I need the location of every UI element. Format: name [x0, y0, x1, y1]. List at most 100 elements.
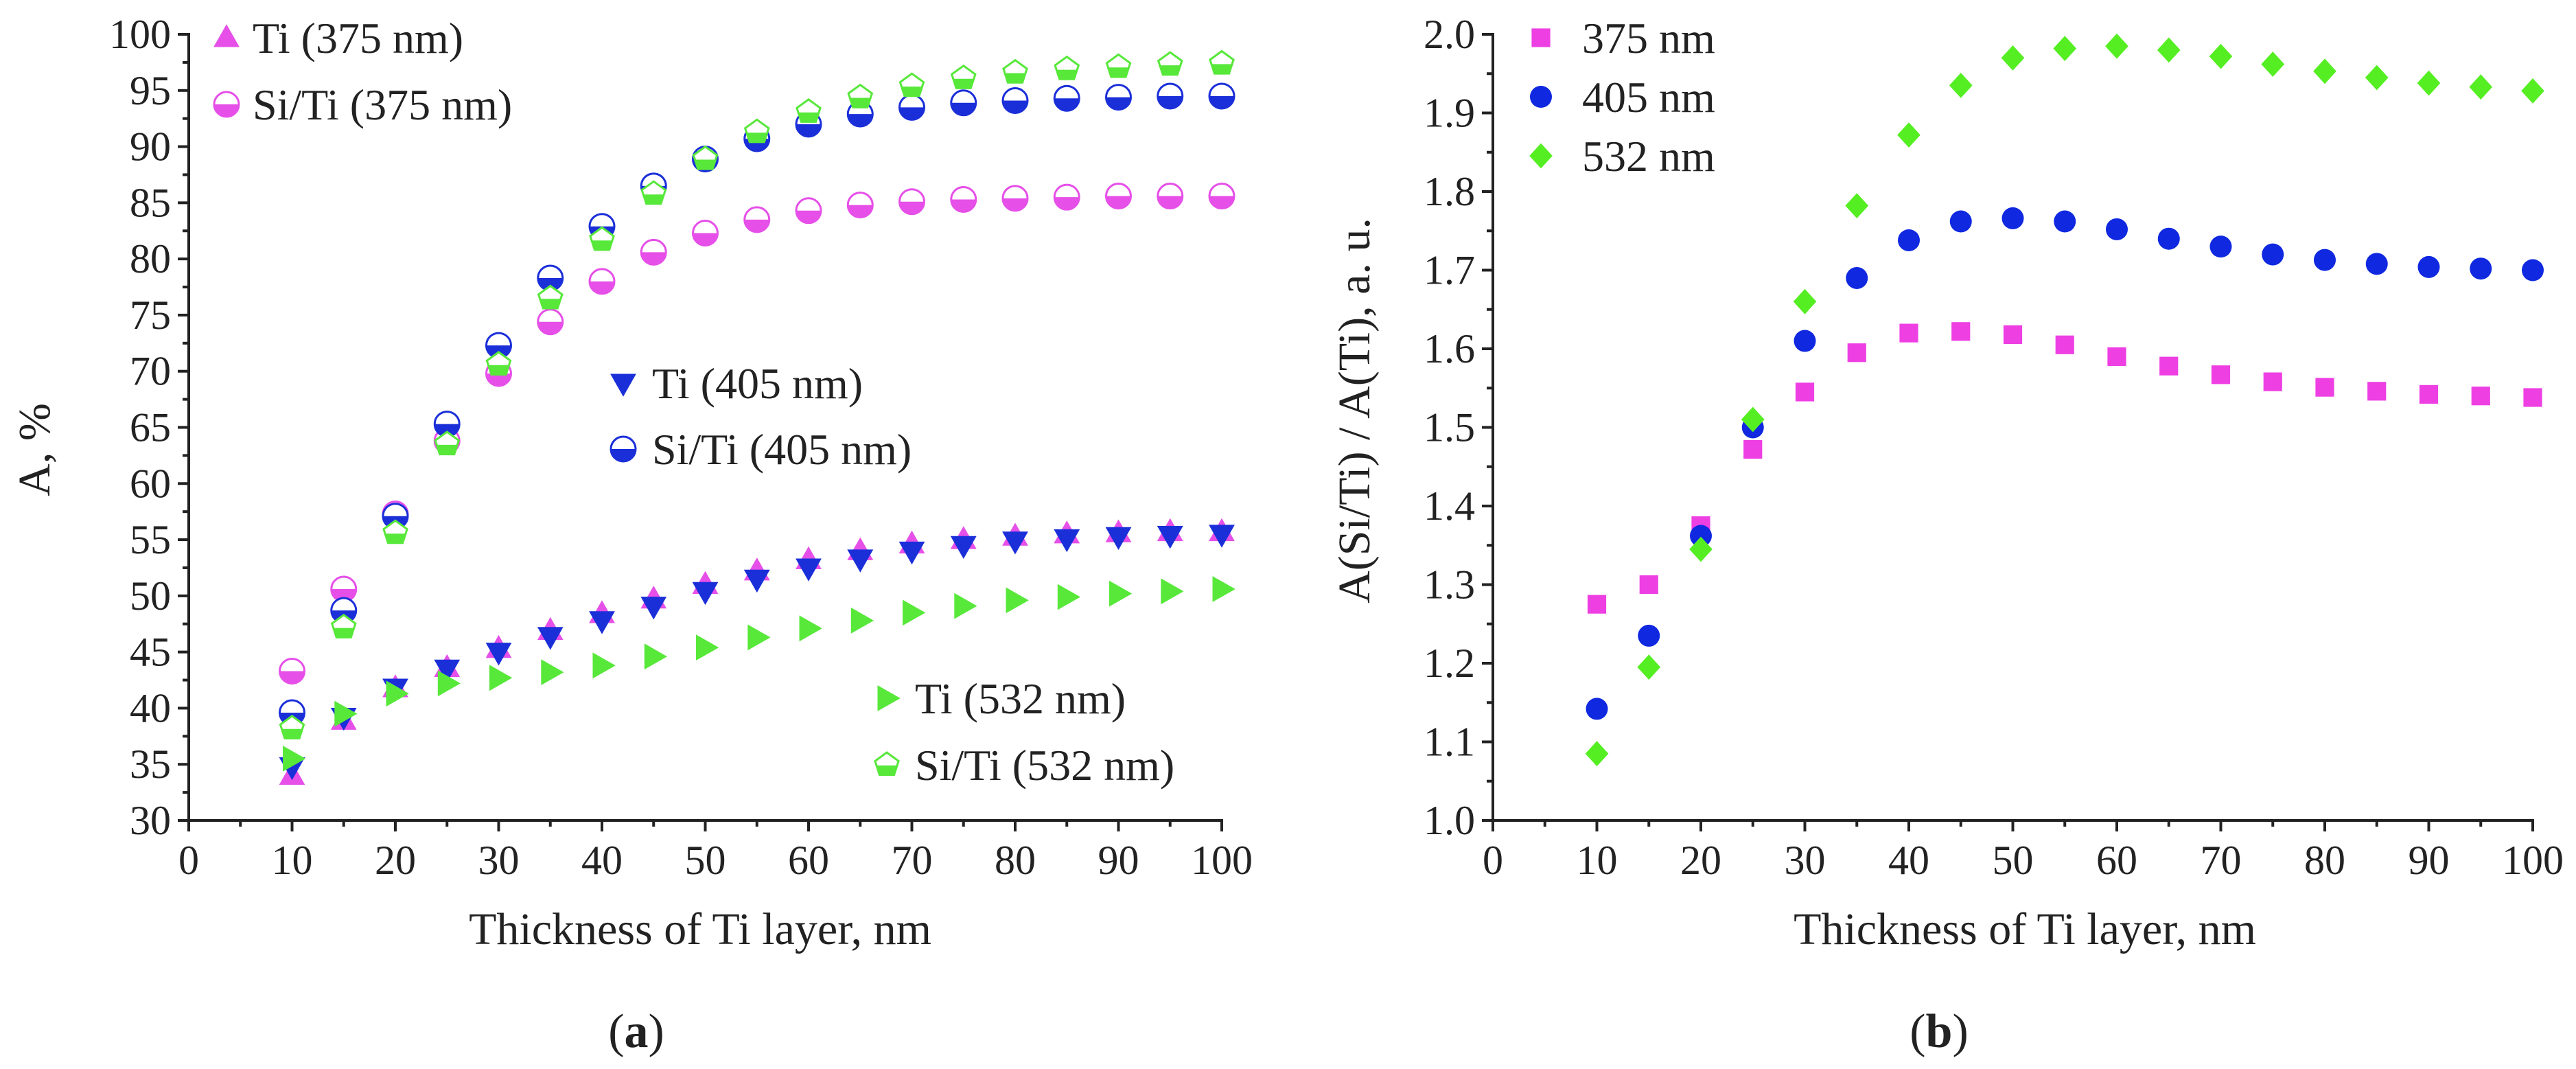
data-point [2261, 51, 2285, 77]
x-tick-label: 40 [1888, 838, 1929, 883]
panel-a-axes: 0 10 20 30 40 50 60 70 80 90 100 30 35 40 45 50 55 60 65 70… [109, 12, 1253, 883]
data-point [537, 308, 564, 336]
data-point [1795, 382, 1815, 402]
data-point [850, 607, 874, 634]
data-point [2469, 74, 2493, 100]
data-point [640, 180, 667, 205]
data-point [1002, 531, 1028, 555]
data-point [2314, 249, 2336, 271]
panel-a-y-axis-title: A, % [10, 403, 60, 496]
data-point [696, 634, 719, 660]
data-point [334, 700, 358, 727]
data-point [692, 220, 719, 247]
data-point [1897, 122, 1921, 148]
data-point [1689, 536, 1713, 562]
data-point [2106, 218, 2128, 240]
data-point [950, 89, 977, 117]
data-point [1161, 578, 1184, 605]
data-point [1845, 193, 1869, 218]
data-point [1057, 584, 1080, 610]
x-tick-label: 30 [478, 838, 520, 883]
data-point [283, 746, 306, 772]
data-point [1157, 82, 1184, 110]
panel-b-marks [1585, 33, 2544, 767]
x-tick-label: 60 [788, 838, 829, 883]
panel-a-legend: Ti (375 nm) Si/Ti (375 nm) Ti (405 nm) Si/T… [213, 14, 1174, 790]
y-tick-label: 50 [130, 573, 171, 619]
legend-label: Si/Ti (405 nm) [652, 425, 912, 474]
data-point [1846, 266, 1868, 289]
x-tick-label: 0 [178, 838, 199, 883]
data-point [1638, 624, 1660, 647]
data-point [2367, 382, 2387, 401]
data-point [1105, 84, 1132, 111]
data-point [437, 670, 461, 697]
panel-b-x-axis-title: Thickness of Ti layer, nm [1794, 904, 2256, 954]
data-point [2263, 372, 2282, 391]
data-point [903, 599, 926, 626]
data-point [589, 611, 615, 634]
data-point [434, 659, 461, 682]
data-point [2417, 70, 2441, 96]
data-point [743, 206, 771, 233]
panel-b-label: (b) [1910, 1005, 1969, 1058]
panel-b-y-axis-title: A(Si/Ti) / A(Ti), a. u. [1330, 218, 1380, 604]
data-point [1157, 526, 1183, 549]
data-point [1690, 525, 1712, 547]
data-point [1209, 525, 1235, 548]
x-tick-label: 40 [581, 838, 623, 883]
data-point [2522, 259, 2544, 281]
data-point [279, 657, 305, 685]
a-series-4 [283, 576, 1235, 772]
y-tick-label: 1.2 [1424, 641, 1475, 686]
y-tick-label: 85 [130, 180, 171, 225]
data-point [1157, 183, 1184, 210]
x-tick-label: 90 [2409, 838, 2450, 883]
data-point [1001, 185, 1029, 212]
x-tick-label: 70 [892, 838, 933, 883]
data-point [2365, 65, 2389, 91]
x-tick-label: 70 [2201, 838, 2242, 883]
legend-marker [213, 91, 240, 118]
panel-a-chart: 0 10 20 30 40 50 60 70 80 90 100 30 35 40 45 50 55 60 65 70… [10, 12, 1253, 1058]
x-tick-label: 30 [1785, 838, 1826, 883]
y-tick-label: 80 [130, 236, 171, 281]
data-point [2521, 78, 2544, 104]
b-series-0 [1587, 322, 2542, 614]
data-point [898, 93, 925, 121]
data-point [589, 226, 615, 251]
y-tick-label: 1.7 [1424, 248, 1475, 293]
y-tick-label: 40 [130, 685, 171, 731]
x-tick-label: 0 [1483, 838, 1503, 883]
x-tick-label: 60 [2096, 838, 2137, 883]
data-point [588, 268, 616, 295]
data-point [1637, 654, 1661, 680]
data-point [954, 593, 977, 619]
data-point [2054, 210, 2076, 233]
x-tick-label: 90 [1098, 838, 1139, 883]
y-tick-label: 2.0 [1424, 12, 1475, 57]
data-point [1208, 82, 1235, 110]
y-tick-label: 1.8 [1424, 169, 1475, 214]
data-point [2209, 43, 2233, 69]
data-point [1105, 183, 1132, 210]
y-tick-label: 90 [130, 124, 171, 170]
data-point [846, 192, 874, 219]
data-point [1157, 51, 1183, 76]
x-tick-label: 50 [685, 838, 726, 883]
data-point [898, 188, 925, 216]
data-point [2365, 253, 2388, 275]
y-tick-label: 30 [130, 798, 171, 843]
panel-a-x-axis-title: Thickness of Ti layer, nm [469, 904, 931, 954]
data-point [541, 659, 564, 685]
y-tick-label: 35 [130, 742, 171, 787]
data-point [747, 624, 771, 651]
data-point [1053, 183, 1080, 211]
data-point [1006, 587, 1029, 614]
data-point [1053, 84, 1080, 112]
y-tick-label: 1.6 [1424, 326, 1475, 371]
data-point [799, 615, 822, 642]
data-point [592, 652, 616, 679]
legend-marker [610, 373, 636, 397]
data-point [2470, 257, 2492, 280]
